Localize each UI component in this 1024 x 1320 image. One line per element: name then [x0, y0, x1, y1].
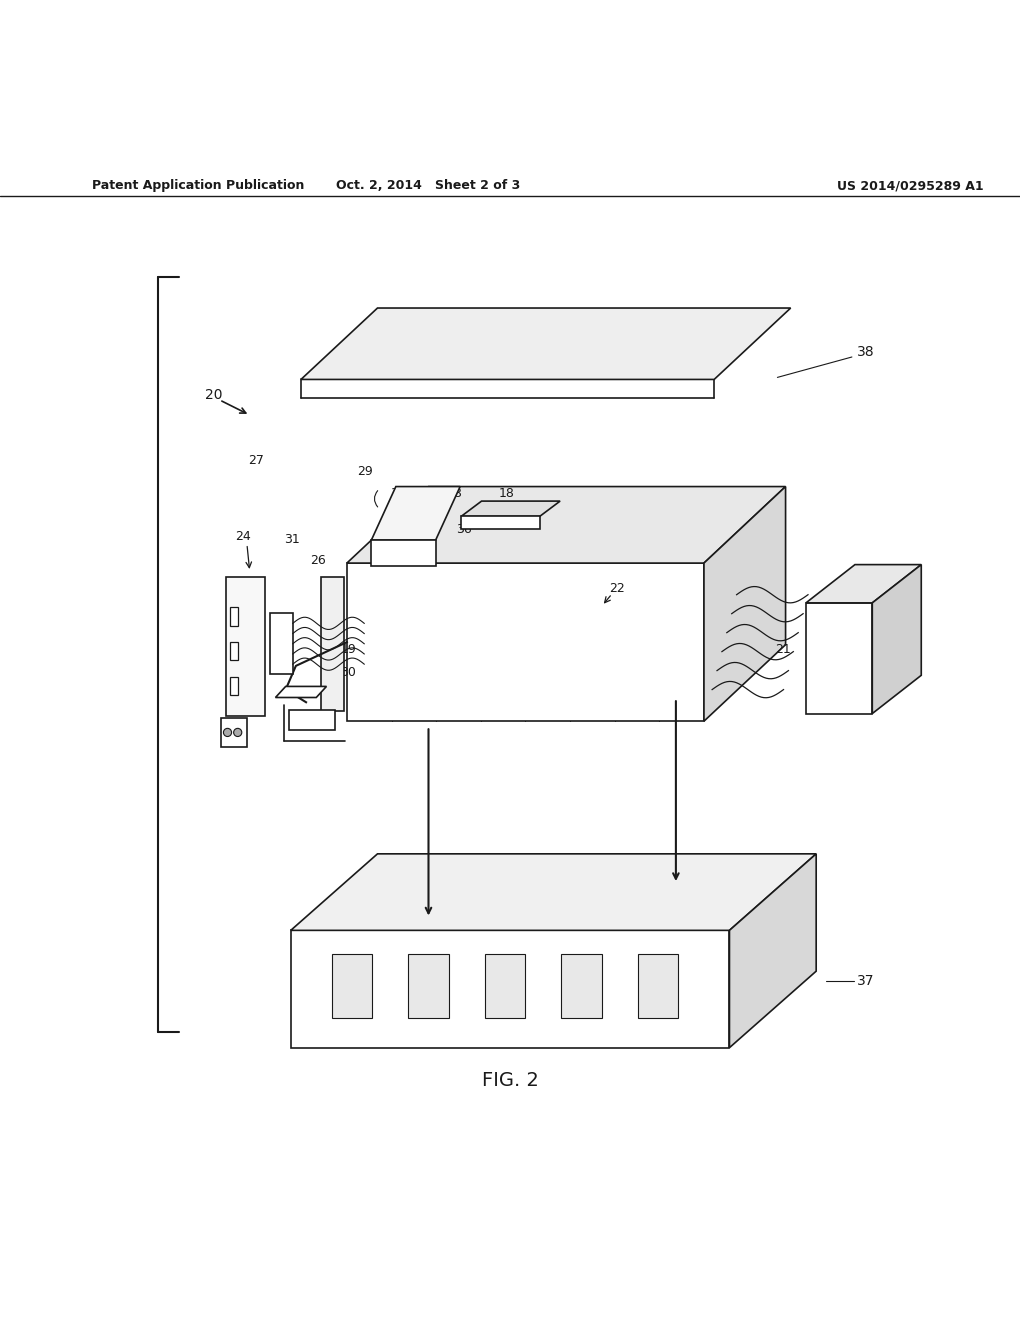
Bar [332, 954, 373, 1018]
Text: 19: 19 [340, 643, 356, 656]
Polygon shape [275, 686, 327, 697]
Text: 28: 28 [446, 487, 462, 500]
Text: 18: 18 [499, 487, 515, 500]
Circle shape [223, 729, 231, 737]
Polygon shape [347, 564, 703, 721]
Polygon shape [291, 931, 729, 1048]
Text: 31: 31 [284, 533, 299, 546]
Bar [229, 607, 238, 626]
Polygon shape [226, 577, 265, 717]
Text: 26: 26 [310, 553, 327, 566]
Polygon shape [347, 487, 785, 564]
Polygon shape [372, 540, 435, 566]
Text: 29: 29 [357, 465, 373, 478]
Text: 37: 37 [857, 974, 874, 989]
Circle shape [233, 729, 242, 737]
Text: 30: 30 [340, 665, 356, 678]
Polygon shape [729, 854, 816, 1048]
Polygon shape [301, 308, 791, 379]
Polygon shape [291, 854, 816, 931]
Bar [561, 954, 602, 1018]
Text: FIG. 2: FIG. 2 [481, 1071, 539, 1090]
Bar [484, 954, 525, 1018]
Text: Patent Application Publication: Patent Application Publication [92, 180, 304, 193]
Polygon shape [461, 516, 540, 528]
Text: 36: 36 [457, 523, 472, 536]
Text: 35: 35 [390, 487, 406, 500]
Polygon shape [872, 565, 922, 714]
Text: 24: 24 [234, 529, 251, 543]
Bar [638, 954, 679, 1018]
Text: 23: 23 [495, 506, 511, 519]
Text: 36: 36 [826, 664, 842, 677]
Text: 35: 35 [411, 508, 426, 520]
Text: 21: 21 [775, 643, 792, 656]
Text: 22: 22 [609, 582, 625, 595]
Text: 36: 36 [872, 618, 888, 631]
Bar [229, 642, 238, 660]
Polygon shape [703, 487, 785, 721]
Polygon shape [322, 577, 344, 711]
Polygon shape [806, 603, 872, 714]
Polygon shape [372, 487, 460, 540]
Text: Oct. 2, 2014   Sheet 2 of 3: Oct. 2, 2014 Sheet 2 of 3 [336, 180, 520, 193]
Text: 38: 38 [857, 345, 874, 359]
Text: 20: 20 [206, 388, 223, 401]
Text: US 2014/0295289 A1: US 2014/0295289 A1 [837, 180, 983, 193]
Polygon shape [461, 502, 560, 516]
Polygon shape [289, 710, 335, 730]
Polygon shape [221, 718, 247, 747]
Text: 27: 27 [248, 454, 264, 466]
Bar [229, 677, 238, 696]
Polygon shape [806, 565, 922, 603]
Polygon shape [270, 614, 293, 675]
Bar [409, 954, 449, 1018]
